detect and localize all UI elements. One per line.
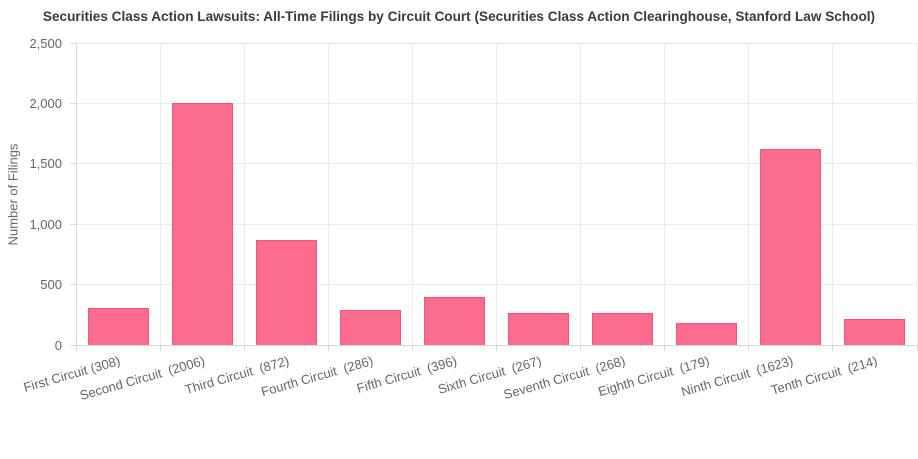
gridline-vertical	[159, 43, 161, 345]
y-tick-mark	[70, 284, 76, 286]
y-tick-label: 1,000	[29, 216, 62, 232]
x-tick-mark	[664, 345, 666, 351]
x-tick-mark	[327, 345, 329, 351]
x-tick-mark	[580, 345, 582, 351]
y-tick-mark	[70, 344, 76, 346]
gridline-vertical	[411, 43, 413, 345]
y-tick-label: 0	[54, 337, 62, 353]
plot-area	[76, 42, 918, 345]
x-tick-mark	[243, 345, 245, 351]
bar-4[interactable]	[340, 310, 401, 345]
bar-1[interactable]	[88, 308, 149, 345]
y-axis-line	[76, 43, 77, 345]
y-tick-label: 2,000	[29, 95, 62, 111]
x-tick-mark	[159, 345, 161, 351]
bar-6[interactable]	[508, 313, 569, 345]
chart-title: Securities Class Action Lawsuits: All-Ti…	[42, 9, 876, 24]
x-axis-line	[76, 345, 918, 346]
bar-9[interactable]	[760, 149, 821, 345]
x-tick-mark	[75, 345, 77, 351]
bar-2[interactable]	[172, 103, 233, 345]
x-tick-mark	[832, 345, 834, 351]
gridline-vertical	[832, 43, 834, 345]
bar-5[interactable]	[424, 297, 485, 345]
x-tick-mark	[496, 345, 497, 351]
y-tick-label: 500	[40, 277, 62, 293]
gridline-vertical	[916, 43, 918, 345]
bar-8[interactable]	[676, 323, 737, 345]
y-tick-label: 1,500	[29, 156, 62, 172]
y-tick-label: 2,500	[29, 35, 62, 51]
y-tick-mark	[70, 42, 76, 44]
y-axis-title: Number of Filings	[5, 143, 21, 246]
x-tick-mark	[916, 345, 918, 351]
gridline-vertical	[327, 43, 329, 345]
gridline-vertical	[243, 43, 245, 345]
gridline-vertical	[664, 43, 666, 345]
bar-3[interactable]	[256, 240, 317, 345]
y-tick-mark	[70, 223, 76, 225]
x-tick-mark	[411, 345, 413, 351]
bar-10[interactable]	[844, 319, 905, 345]
y-tick-mark	[70, 102, 76, 104]
gridline-vertical	[580, 43, 582, 345]
gridline-vertical	[748, 43, 750, 345]
bar-7[interactable]	[592, 313, 653, 345]
y-tick-mark	[70, 163, 76, 165]
gridline-vertical	[496, 43, 497, 345]
x-tick-mark	[748, 345, 750, 351]
